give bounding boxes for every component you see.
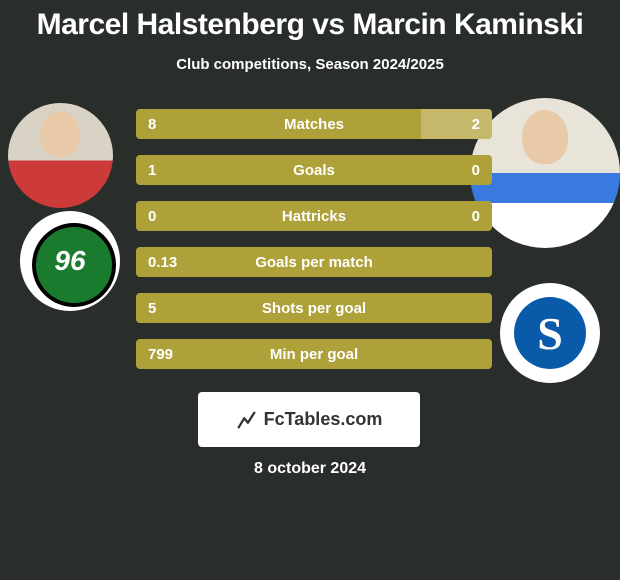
site-logo-icon: [236, 409, 258, 431]
footer-date: 8 october 2024: [0, 460, 620, 478]
stat-right-value: 0: [472, 208, 480, 225]
club-left-badge: [20, 211, 120, 311]
stat-label: Goals: [136, 162, 492, 179]
player-left-avatar: [8, 103, 113, 208]
stat-row: 799Min per goal: [136, 339, 492, 369]
stat-label: Goals per match: [136, 254, 492, 271]
stat-right-value: 2: [472, 116, 480, 133]
player-right-avatar: [470, 98, 620, 248]
site-badge: FcTables.com: [198, 392, 420, 447]
page-title: Marcel Halstenberg vs Marcin Kaminski: [0, 0, 620, 42]
stat-label: Shots per goal: [136, 300, 492, 317]
stat-right-value: 0: [472, 162, 480, 179]
stat-row: 0.13Goals per match: [136, 247, 492, 277]
stat-row: 0Hattricks0: [136, 201, 492, 231]
stat-label: Matches: [136, 116, 492, 133]
stat-row: 5Shots per goal: [136, 293, 492, 323]
stat-label: Min per goal: [136, 346, 492, 363]
site-name: FcTables.com: [264, 409, 383, 430]
stat-row: 8Matches2: [136, 109, 492, 139]
page-subtitle: Club competitions, Season 2024/2025: [0, 56, 620, 73]
stat-bars: 8Matches21Goals00Hattricks00.13Goals per…: [136, 109, 492, 385]
stat-row: 1Goals0: [136, 155, 492, 185]
club-right-badge: [500, 283, 600, 383]
stat-label: Hattricks: [136, 208, 492, 225]
